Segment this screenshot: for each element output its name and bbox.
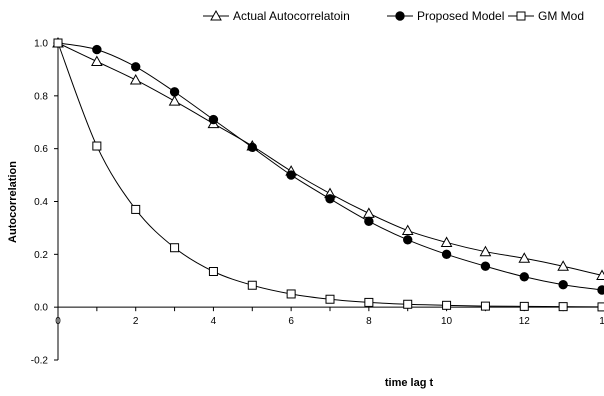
- data-point-circle: [558, 280, 568, 290]
- data-point-square: [558, 302, 568, 312]
- data-point-square: [364, 297, 374, 307]
- y-tick-label: 0.8: [34, 91, 48, 102]
- legend-label: GM Mod: [538, 9, 584, 23]
- data-point-square: [53, 38, 63, 48]
- data-point-triangle: [518, 252, 531, 263]
- data-point-circle: [131, 62, 141, 72]
- x-tick-label: 6: [288, 316, 294, 327]
- x-tick-label: 4: [211, 316, 217, 327]
- legend: Actual Autocorrelatoin Proposed Model GM M…: [203, 9, 584, 23]
- series-2: [53, 38, 604, 312]
- legend-entry: Proposed Model: [387, 9, 504, 23]
- data-point-circle: [441, 249, 452, 260]
- data-point-triangle: [401, 224, 414, 236]
- series-0: [52, 36, 604, 280]
- y-tick-label: 0.4: [34, 197, 48, 208]
- series-1: [53, 38, 604, 295]
- y-ticks: -0.2 0.0 0.2 0.4 0.6 0.8 1.0: [31, 39, 58, 367]
- series-line: [57, 42, 603, 291]
- x-axis-title: time lag t: [385, 377, 434, 389]
- y-tick-label: 0.2: [34, 250, 48, 261]
- data-point-triangle: [596, 269, 604, 280]
- x-tick-label: 1: [599, 316, 604, 327]
- data-point-circle: [480, 261, 491, 271]
- data-point-circle: [395, 11, 405, 21]
- y-axis-title: Autocorrelation: [7, 161, 19, 243]
- series-line: [57, 42, 603, 276]
- data-point-square: [286, 289, 296, 299]
- data-point-square: [92, 141, 102, 151]
- x-tick-label: 12: [519, 316, 531, 327]
- data-point-triangle: [91, 55, 103, 66]
- data-point-triangle: [129, 73, 142, 85]
- data-point-triangle: [440, 236, 453, 247]
- x-ticks: 0 2 4 6 8 10 12 1: [55, 307, 604, 327]
- data-point-circle: [403, 235, 413, 245]
- x-tick-label: 0: [55, 316, 61, 327]
- data-point-triangle: [210, 9, 222, 21]
- data-point-square: [442, 300, 452, 310]
- data-point-circle: [92, 44, 102, 55]
- data-point-square: [247, 280, 257, 290]
- data-point-square: [516, 11, 526, 21]
- legend-label: Proposed Model: [417, 9, 504, 23]
- x-tick-label: 2: [133, 316, 139, 327]
- data-point-circle: [247, 142, 257, 153]
- data-point-circle: [325, 194, 335, 204]
- series-layer: [52, 36, 604, 312]
- data-point-square: [325, 294, 335, 304]
- data-point-square: [597, 302, 604, 312]
- data-point-circle: [286, 170, 296, 180]
- data-point-circle: [519, 272, 529, 282]
- data-point-circle: [364, 216, 374, 227]
- data-point-circle: [169, 87, 180, 97]
- data-point-square: [403, 299, 413, 309]
- data-point-square: [208, 267, 218, 277]
- data-point-square: [131, 204, 141, 214]
- y-tick-label: 0.6: [34, 144, 48, 155]
- data-point-square: [480, 301, 490, 311]
- data-point-triangle: [479, 245, 492, 257]
- y-tick-label: -0.2: [31, 356, 49, 367]
- x-tick-label: 10: [441, 316, 453, 327]
- y-tick-label: 1.0: [34, 39, 48, 50]
- data-point-circle: [597, 285, 604, 295]
- data-point-circle: [208, 114, 219, 125]
- data-point-triangle: [557, 260, 569, 271]
- legend-label: Actual Autocorrelatoin: [233, 9, 350, 23]
- data-point-triangle: [168, 95, 181, 106]
- data-point-square: [170, 243, 180, 253]
- data-point-square: [519, 301, 529, 311]
- y-tick-label: 0.0: [34, 303, 48, 314]
- x-tick-label: 8: [366, 316, 372, 327]
- legend-entry: GM Mod: [508, 9, 584, 23]
- legend-entry: Actual Autocorrelatoin: [203, 9, 350, 23]
- data-point-triangle: [363, 207, 375, 218]
